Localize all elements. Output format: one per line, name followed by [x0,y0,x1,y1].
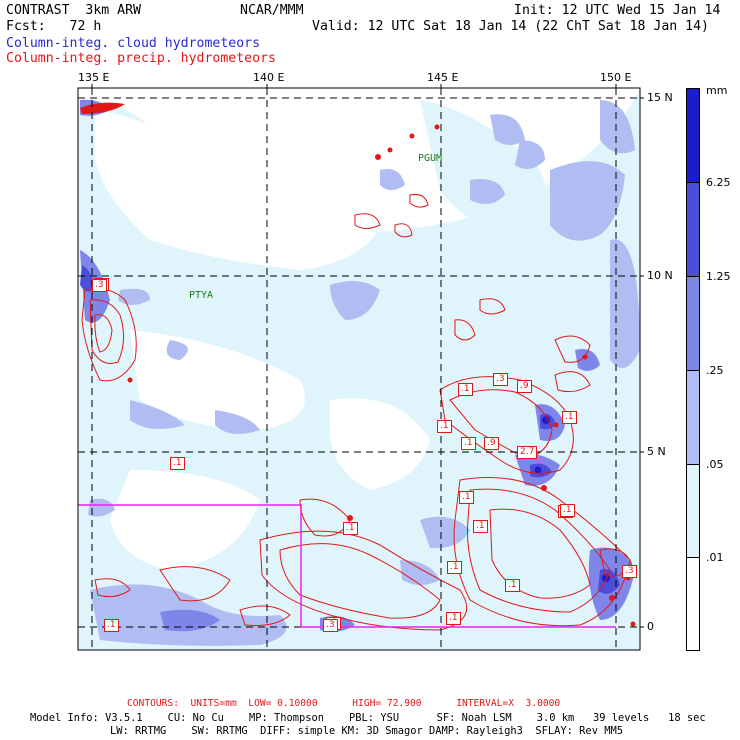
map-frame [77,87,641,651]
precip-cores [80,102,636,627]
contour-label: .3 [323,619,338,632]
contour-label: .1 [447,561,462,574]
contour-label: .3 [493,373,508,386]
contour-label: .9 [517,380,532,393]
lat-label-5n: 5 N [647,445,666,458]
contour-label: .1 [461,437,476,450]
station-pgum: PGUM [418,153,443,164]
legend-label-625: 6.25 [706,176,731,189]
contour-label: 2.7 [517,446,538,459]
field-title-precip: Column-integ. precip. hydrometeors [6,51,276,66]
field-title-cloud: Column-integ. cloud hydrometeors [6,36,261,51]
legend-unit: mm [706,84,728,97]
inner-domain-box [78,504,616,628]
legend-label-001: .01 [706,551,724,564]
legend-label-125: 1.25 [706,270,731,283]
contour-label: .3 [622,565,637,578]
lon-label-150: 150 E [600,71,632,84]
model-info-line2: LW: RRTMG SW: RRTMG DIFF: simple KM: 3D … [110,725,623,737]
contour-label: .1 [458,383,473,396]
lon-label-140: 140 E [253,71,285,84]
init-time: Init: 12 UTC Wed 15 Jan 14 [514,3,721,18]
legend-band-000 [686,557,700,651]
model-title: CONTRAST 3km ARW [6,3,141,18]
organization-label: NCAR/MMM [240,3,304,18]
legend-label-025: .25 [706,364,724,377]
contour-label: .9 [484,437,499,450]
contour-label: .1 [343,522,358,535]
valid-time: Valid: 12 UTC Sat 18 Jan 14 (22 ChT Sat … [312,19,709,34]
contour-label: .1 [560,504,575,517]
contour-label: .1 [459,491,474,504]
contour-label: .1 [170,457,185,470]
model-info-line1: Model Info: V3.5.1 CU: No Cu MP: Thompso… [30,712,706,724]
legend-band-025 [686,276,700,370]
lat-label-10n: 10 N [647,269,673,282]
lat-label-0: 0 [647,620,654,633]
forecast-hour: Fcst: 72 h [6,19,102,34]
legend-band-001 [686,464,700,557]
contour-label: .1 [505,579,520,592]
lon-label-145: 145 E [427,71,459,84]
legend-label-005: .05 [706,458,724,471]
lon-label-135: 135 E [78,71,110,84]
cloud-field-medium [88,100,640,646]
contours-info: CONTOURS: UNITS=mm LOW= 0.10000 HIGH= 72… [127,698,561,709]
legend-band-625 [686,88,700,183]
contour-label: .1 [104,619,119,632]
contour-label: .1 [473,520,488,533]
contour-label: .3 [92,279,107,292]
station-ptya: PTYA [189,290,214,301]
contour-label: .1 [446,612,461,625]
contour-label: .1 [437,420,452,433]
legend-band-125 [686,182,700,276]
contour-label: .1 [562,411,577,424]
lat-label-15n: 15 N [647,91,673,104]
legend-band-005 [686,370,700,464]
